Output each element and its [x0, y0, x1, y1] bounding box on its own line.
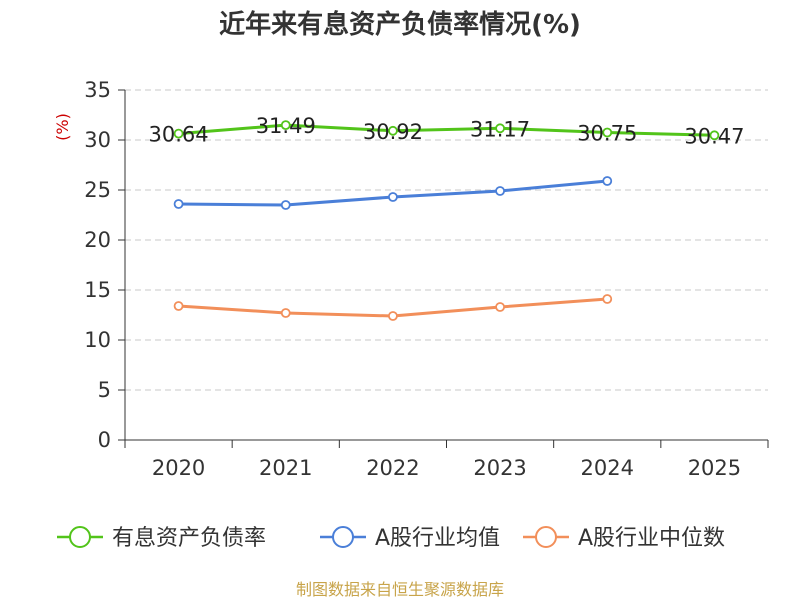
y-tick-label: 0 — [98, 428, 111, 452]
data-label: 30.92 — [363, 120, 423, 144]
data-label: 30.47 — [684, 124, 744, 148]
data-point — [280, 308, 291, 318]
legend-item-3: A股行业中位数 — [523, 526, 725, 551]
data-point — [709, 130, 720, 141]
series-line — [178, 123, 715, 137]
data-point — [173, 128, 184, 139]
x-tick-label: 2025 — [688, 456, 741, 480]
source-note: 制图数据来自恒生聚源数据库 — [296, 580, 504, 599]
data-point — [495, 123, 505, 134]
y-tick-label: 20 — [84, 228, 111, 252]
series-3 — [173, 294, 613, 321]
legend: 有息资产负债率 A股行业均值 A股行业中位数 — [57, 526, 725, 551]
data-point — [388, 311, 398, 321]
y-tick-label: 15 — [84, 278, 111, 302]
data-point — [388, 125, 398, 136]
y-tick-label: 5 — [98, 378, 111, 402]
legend-item-1: 有息资产负债率 — [57, 526, 266, 551]
y-tick-label: 25 — [84, 178, 111, 202]
data-label: 30.64 — [149, 123, 209, 147]
y-tick-label: 30 — [84, 128, 111, 152]
axes — [118, 89, 769, 448]
gridlines — [125, 89, 768, 391]
data-point — [388, 192, 398, 202]
data-point — [280, 120, 291, 130]
legend-label: A股行业中位数 — [578, 526, 725, 551]
data-label: 31.17 — [470, 117, 530, 141]
x-tick-label: 2020 — [152, 456, 205, 480]
chart-title: 近年来有息资产负债率情况(%) — [219, 9, 581, 40]
data-labels: 30.64 31.49 30.92 31.17 30.75 30.47 — [149, 114, 745, 148]
y-tick-label: 10 — [84, 328, 111, 352]
legend-marker — [535, 526, 557, 548]
x-axis-ticks: 2020 2021 2022 2023 2024 2025 — [152, 456, 741, 480]
x-tick-label: 2024 — [581, 456, 634, 480]
data-point — [602, 127, 613, 138]
data-point — [280, 200, 291, 210]
legend-label: A股行业均值 — [375, 526, 500, 551]
legend-marker — [332, 526, 354, 548]
legend-item-2: A股行业均值 — [320, 526, 500, 551]
y-axis-unit-label: (%) — [53, 113, 72, 141]
y-axis-ticks: 0 5 10 15 20 25 30 35 — [84, 78, 111, 452]
x-tick-label: 2021 — [259, 456, 312, 480]
data-point — [173, 301, 184, 311]
series-lines — [173, 120, 720, 321]
data-label: 31.49 — [256, 114, 316, 138]
legend-label: 有息资产负债率 — [112, 526, 266, 551]
x-tick-label: 2022 — [366, 456, 419, 480]
data-point — [602, 176, 613, 186]
data-label: 30.75 — [577, 122, 637, 146]
series-2 — [173, 176, 613, 210]
data-point — [495, 302, 505, 312]
legend-marker — [69, 526, 91, 548]
data-point — [495, 186, 505, 196]
data-point — [602, 294, 613, 304]
x-tick-label: 2023 — [473, 456, 526, 480]
y-tick-label: 35 — [84, 78, 111, 102]
data-point — [173, 199, 184, 209]
series-1 — [173, 120, 720, 141]
